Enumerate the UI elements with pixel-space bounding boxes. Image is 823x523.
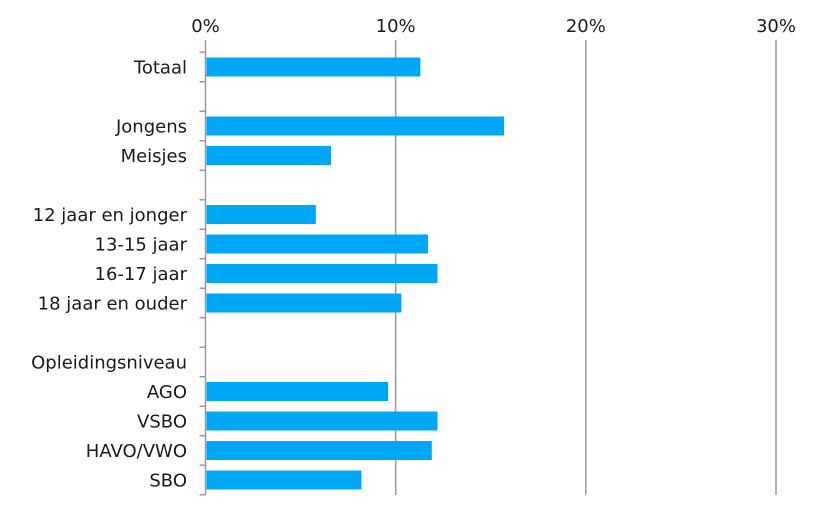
bar-16-17-jaar — [206, 264, 438, 283]
bars — [206, 57, 505, 490]
x-tick-labels: 0% 10% 20% 30% — [191, 16, 796, 37]
category-label-ago: AGO — [147, 382, 187, 403]
bar-12-jaar-en-jonger — [206, 205, 316, 224]
category-label-sbo: SBO — [149, 471, 187, 492]
bar-totaal — [206, 57, 421, 77]
category-label-meisjes: Meisjes — [121, 146, 187, 167]
bar-havo-vwo — [206, 441, 432, 460]
bar-vsbo — [206, 411, 438, 431]
x-tick-label: 10% — [376, 16, 416, 37]
category-label-18-jaar-en-ouder: 18 jaar en ouder — [38, 294, 188, 315]
gridlines — [394, 40, 777, 495]
x-tick-label: 30% — [756, 16, 796, 37]
category-label-vsbo: VSBO — [137, 412, 187, 433]
y-axis — [199, 40, 207, 496]
bar-18-jaar-en-ouder — [206, 293, 402, 313]
bar-sbo — [206, 470, 362, 490]
category-label-jongens: Jongens — [115, 117, 187, 138]
category-label-havo-vwo: HAVO/VWO — [86, 441, 187, 462]
bar-13-15-jaar — [206, 234, 428, 254]
category-label-13-15-jaar: 13-15 jaar — [95, 235, 188, 256]
category-label-totaal: Totaal — [133, 58, 187, 79]
bar-ago — [206, 382, 389, 401]
bar-jongens — [206, 116, 505, 136]
category-label-16-17-jaar: 16-17 jaar — [95, 264, 188, 285]
x-tick-label: 20% — [566, 16, 606, 37]
x-tick-label: 0% — [191, 16, 220, 37]
bar-meisjes — [206, 146, 332, 165]
category-label-12-jaar-en-jonger: 12 jaar en jonger — [33, 205, 188, 226]
category-labels: Totaal Jongens Meisjes 12 jaar en jonger 13-… — [31, 58, 187, 492]
category-label-opleidingsniveau: Opleidingsniveau — [31, 353, 187, 374]
